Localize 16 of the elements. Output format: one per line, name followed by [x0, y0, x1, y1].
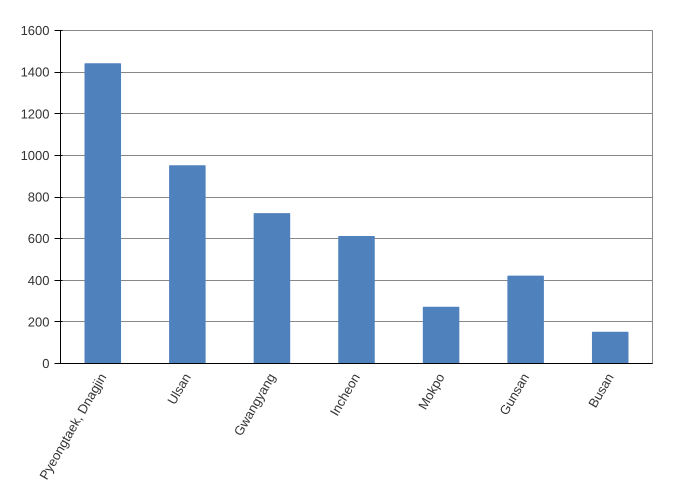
y-tick-label: 1000 — [20, 148, 50, 163]
bar — [84, 63, 122, 364]
y-tick-label: 400 — [28, 272, 50, 288]
y-tick-label: 1200 — [20, 106, 50, 122]
bar — [254, 213, 290, 364]
y-tick-label: 0 — [42, 356, 50, 371]
bar — [592, 332, 628, 364]
y-tick-label: 600 — [28, 231, 50, 246]
y-tick-label: 200 — [28, 314, 50, 330]
y-tick-label: 1600 — [20, 23, 50, 38]
y-tick-label: 800 — [28, 190, 50, 204]
bar — [169, 165, 206, 364]
bar — [422, 306, 460, 364]
bar — [507, 276, 544, 364]
bar — [338, 236, 375, 364]
y-tick-label: 1400 — [20, 64, 50, 80]
